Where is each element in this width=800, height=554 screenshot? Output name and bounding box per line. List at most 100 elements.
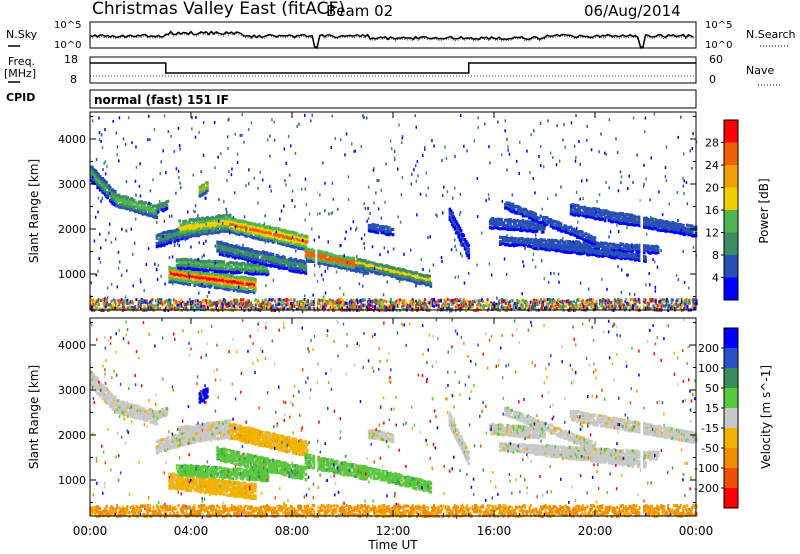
power-cell (100, 183, 103, 187)
power-cell (656, 249, 660, 253)
power-cell (569, 210, 573, 214)
power-cell (583, 251, 587, 255)
power-cell (91, 305, 94, 309)
power-cell (126, 298, 129, 302)
power-cell (351, 268, 354, 272)
power-cell (151, 204, 155, 208)
power-cell (166, 299, 169, 303)
power-cell (627, 247, 631, 251)
power-cell (422, 268, 424, 271)
power-cell (691, 231, 694, 235)
power-cell (344, 153, 346, 157)
power-cell (583, 238, 587, 242)
power-cell (375, 228, 378, 232)
power-cell (95, 169, 98, 174)
power-cell (179, 298, 182, 302)
power-cell (363, 233, 366, 237)
power-cell (124, 206, 127, 210)
power-cell (210, 303, 213, 307)
power-cell (648, 219, 651, 223)
power-cell (253, 299, 256, 303)
power-cell (150, 303, 153, 307)
power-cell (553, 272, 555, 275)
power-cell (108, 188, 112, 192)
power-cell (554, 224, 558, 228)
power-cell (271, 264, 275, 268)
power-cell (400, 141, 403, 145)
power-cell (300, 259, 304, 264)
power-cell (100, 187, 103, 191)
power-cell (572, 210, 575, 214)
power-cell (419, 278, 423, 282)
power-cell (454, 186, 456, 190)
power-cell (501, 199, 504, 203)
power-cell (199, 301, 202, 304)
power-cell (590, 148, 593, 152)
power-cell (393, 156, 396, 160)
power-cell (533, 246, 536, 251)
power-cell (99, 260, 102, 264)
power-cell (194, 299, 197, 303)
power-cell (92, 307, 95, 311)
power-cell (124, 195, 127, 199)
power-cell (635, 223, 638, 227)
power-cell (193, 229, 197, 233)
power-cell (263, 305, 266, 309)
power-cell (311, 227, 313, 231)
power-cell (292, 230, 295, 235)
power-cell (682, 184, 685, 188)
freq-left-tick-bottom: 8 (70, 73, 77, 86)
power-cell (569, 248, 573, 253)
power-cell (316, 256, 319, 260)
power-cell (146, 302, 149, 306)
power-cell (217, 155, 219, 159)
power-cell (175, 191, 177, 195)
power-cell (496, 219, 500, 223)
power-cell (399, 273, 402, 277)
power-cell (568, 240, 572, 244)
power-cell (317, 252, 320, 256)
power-cell (375, 271, 378, 275)
power-cell (235, 298, 238, 302)
power-cell (591, 251, 594, 255)
power-cell (209, 304, 212, 308)
power-cell (650, 156, 652, 160)
power-cell (212, 302, 215, 305)
power-cell (178, 244, 181, 248)
power-cell (123, 302, 125, 306)
power-cell (177, 304, 180, 308)
power-cell (312, 293, 314, 297)
power-cell (556, 124, 558, 128)
power-cell (268, 298, 271, 301)
power-cell (643, 163, 645, 167)
power-cell (242, 243, 244, 247)
power-cell (336, 254, 339, 259)
power-cell (564, 229, 567, 233)
power-cell (417, 174, 419, 178)
power-cell (548, 246, 551, 250)
power-cell (100, 299, 103, 302)
power-cell (405, 272, 409, 276)
power-cell (636, 153, 638, 157)
power-cell (120, 298, 123, 302)
power-cell (121, 305, 124, 309)
power-cell (367, 217, 370, 221)
power-cell (467, 244, 471, 248)
power-cell (255, 235, 258, 239)
power-cell (586, 209, 589, 214)
power-cell (450, 248, 453, 252)
power-cell (225, 302, 228, 306)
power-cell (108, 303, 111, 307)
power-cell (598, 193, 601, 197)
power-cell (216, 228, 219, 232)
power-cell (221, 221, 224, 225)
power-cell (362, 264, 366, 268)
power-cell (304, 187, 306, 191)
power-cell (583, 246, 587, 250)
power-cell (302, 238, 304, 242)
power-cell (284, 179, 286, 183)
power-cell (312, 259, 315, 263)
power-cell (255, 307, 258, 311)
power-cell (363, 246, 366, 250)
power-cell (308, 248, 311, 252)
